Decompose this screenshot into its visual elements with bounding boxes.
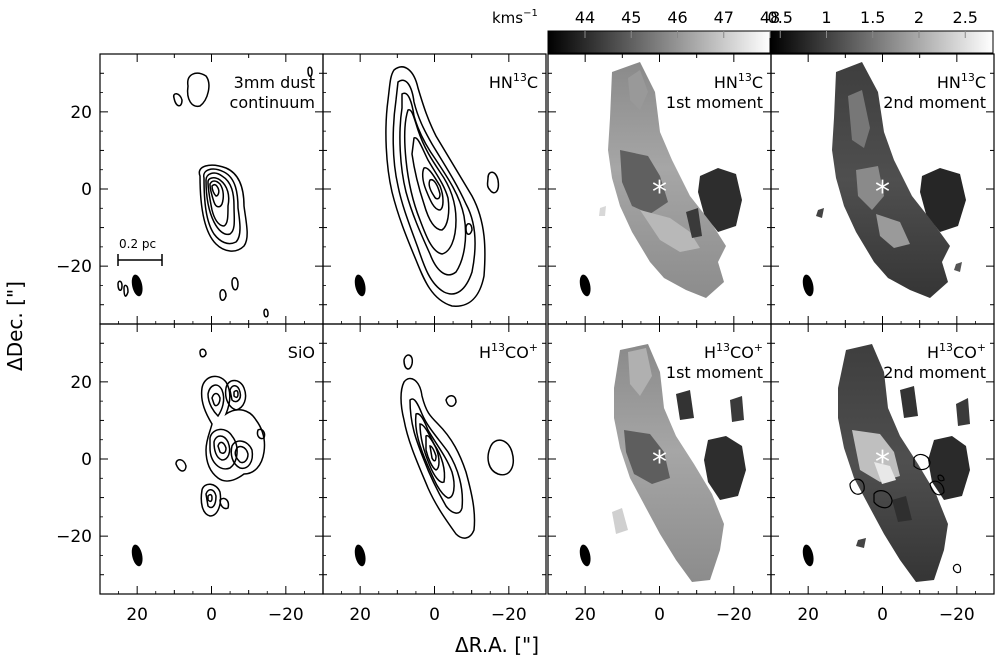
panel-label-dust: 3mm dust xyxy=(234,73,315,92)
beam-hn13c xyxy=(354,274,366,297)
scale-bar: 0.2 pc xyxy=(117,237,163,266)
scale-bar-label: 0.2 pc xyxy=(119,237,156,251)
colorbar-velocity-gradient xyxy=(547,30,771,54)
beam-hn13c_m1 xyxy=(579,274,591,297)
y-tick-label: 20 xyxy=(70,373,92,393)
x-axis-title: ΔR.A. ["] xyxy=(455,633,539,657)
sio-overlay-contours xyxy=(849,453,962,574)
panel-label-h13co_m2: H13CO+ xyxy=(927,341,986,362)
beam-h13co_m1 xyxy=(579,544,591,567)
hn13c-moment2-map xyxy=(816,62,966,298)
dust-continuum-contours xyxy=(117,66,313,318)
colorbar-tick-label: 1.5 xyxy=(860,8,885,27)
x-tick-label: 20 xyxy=(126,605,148,625)
colorbar-tick-label: 2.5 xyxy=(953,8,978,27)
panel-label-h13co_m1: H13CO+ xyxy=(704,341,763,362)
x-tick-label: −20 xyxy=(939,605,975,625)
beam-hn13c_m2 xyxy=(802,274,814,297)
x-tick-label: −20 xyxy=(716,605,752,625)
y-tick-label: −20 xyxy=(56,257,92,277)
x-tick-label: 20 xyxy=(574,605,596,625)
star-marker-h13co_m1: * xyxy=(652,445,667,480)
colorbar-tick-label: 1 xyxy=(821,8,831,27)
y-tick-label: 0 xyxy=(81,450,92,470)
colorbar-dispersion: 0.5 1 1.5 2 2.5 xyxy=(768,8,994,54)
panel-label-h13co_m1: 1st moment xyxy=(666,363,763,382)
star-marker-hn13c_m2: * xyxy=(875,175,890,210)
stars: * * * * xyxy=(652,175,890,480)
beams xyxy=(131,274,814,567)
panel-label-hn13c: HN13C xyxy=(489,71,538,92)
panel-label-hn13c_m1: 1st moment xyxy=(666,93,763,112)
h13co-moment2-map xyxy=(838,344,970,582)
colorbar-tick-label: 46 xyxy=(667,8,687,27)
colorbar-tick-label: 45 xyxy=(621,8,641,27)
panel-label-h13co_m2: 2nd moment xyxy=(883,363,986,382)
colorbar-tick-label: 47 xyxy=(714,8,734,27)
x-tick-label: 0 xyxy=(654,605,665,625)
colorbar-velocity-ticks: 44 45 46 47 48 xyxy=(575,8,780,38)
colorbar-tick-label: 0.5 xyxy=(768,8,793,27)
beam-dust xyxy=(131,274,143,297)
hn13c-contours xyxy=(385,66,500,307)
star-marker-h13co_m2: * xyxy=(875,445,890,480)
colorbar-dispersion-gradient xyxy=(770,30,994,54)
axis-ticks xyxy=(100,54,994,594)
moment-maps xyxy=(599,62,970,582)
panel-label-hn13c_m1: HN13C xyxy=(714,71,763,92)
x-tick-label: 0 xyxy=(206,605,217,625)
x-tick-label: −20 xyxy=(491,605,527,625)
beam-sio xyxy=(131,544,143,567)
y-axis-title: ΔDec. ["] xyxy=(3,281,27,371)
panel-label-hn13c_m2: HN13C xyxy=(937,71,986,92)
panel-label-sio: SiO xyxy=(288,343,315,362)
hn13c-moment1-map xyxy=(599,62,742,298)
panel-label-hn13c_m2: 2nd moment xyxy=(883,93,986,112)
colorbar-tick-label: 48 xyxy=(760,8,780,27)
colorbar-velocity-unit: kms−1 xyxy=(492,8,538,27)
beam-h13co xyxy=(354,544,366,567)
x-tick-label: 20 xyxy=(797,605,819,625)
contour-maps xyxy=(117,66,962,574)
colorbar-velocity: kms−1 44 45 46 47 48 xyxy=(492,8,780,54)
x-tick-label: 0 xyxy=(877,605,888,625)
x-tick-label: 0 xyxy=(429,605,440,625)
panel-label-h13co: H13CO+ xyxy=(479,341,538,362)
x-tick-label: 20 xyxy=(349,605,371,625)
colorbar-tick-label: 44 xyxy=(575,8,595,27)
y-tick-label: −20 xyxy=(56,527,92,547)
colorbar-tick-label: 2 xyxy=(914,8,924,27)
star-marker-hn13c_m1: * xyxy=(652,175,667,210)
sio-contours xyxy=(175,348,266,517)
y-tick-label: 20 xyxy=(70,103,92,123)
panel-label-dust: continuum xyxy=(230,93,315,112)
y-tick-label: 0 xyxy=(81,180,92,200)
h13co-moment1-map xyxy=(612,344,746,582)
beam-h13co_m2 xyxy=(802,544,814,567)
x-tick-label: −20 xyxy=(268,605,304,625)
colorbar-dispersion-ticks: 0.5 1 1.5 2 2.5 xyxy=(768,8,978,38)
h13co-contours xyxy=(400,354,514,539)
